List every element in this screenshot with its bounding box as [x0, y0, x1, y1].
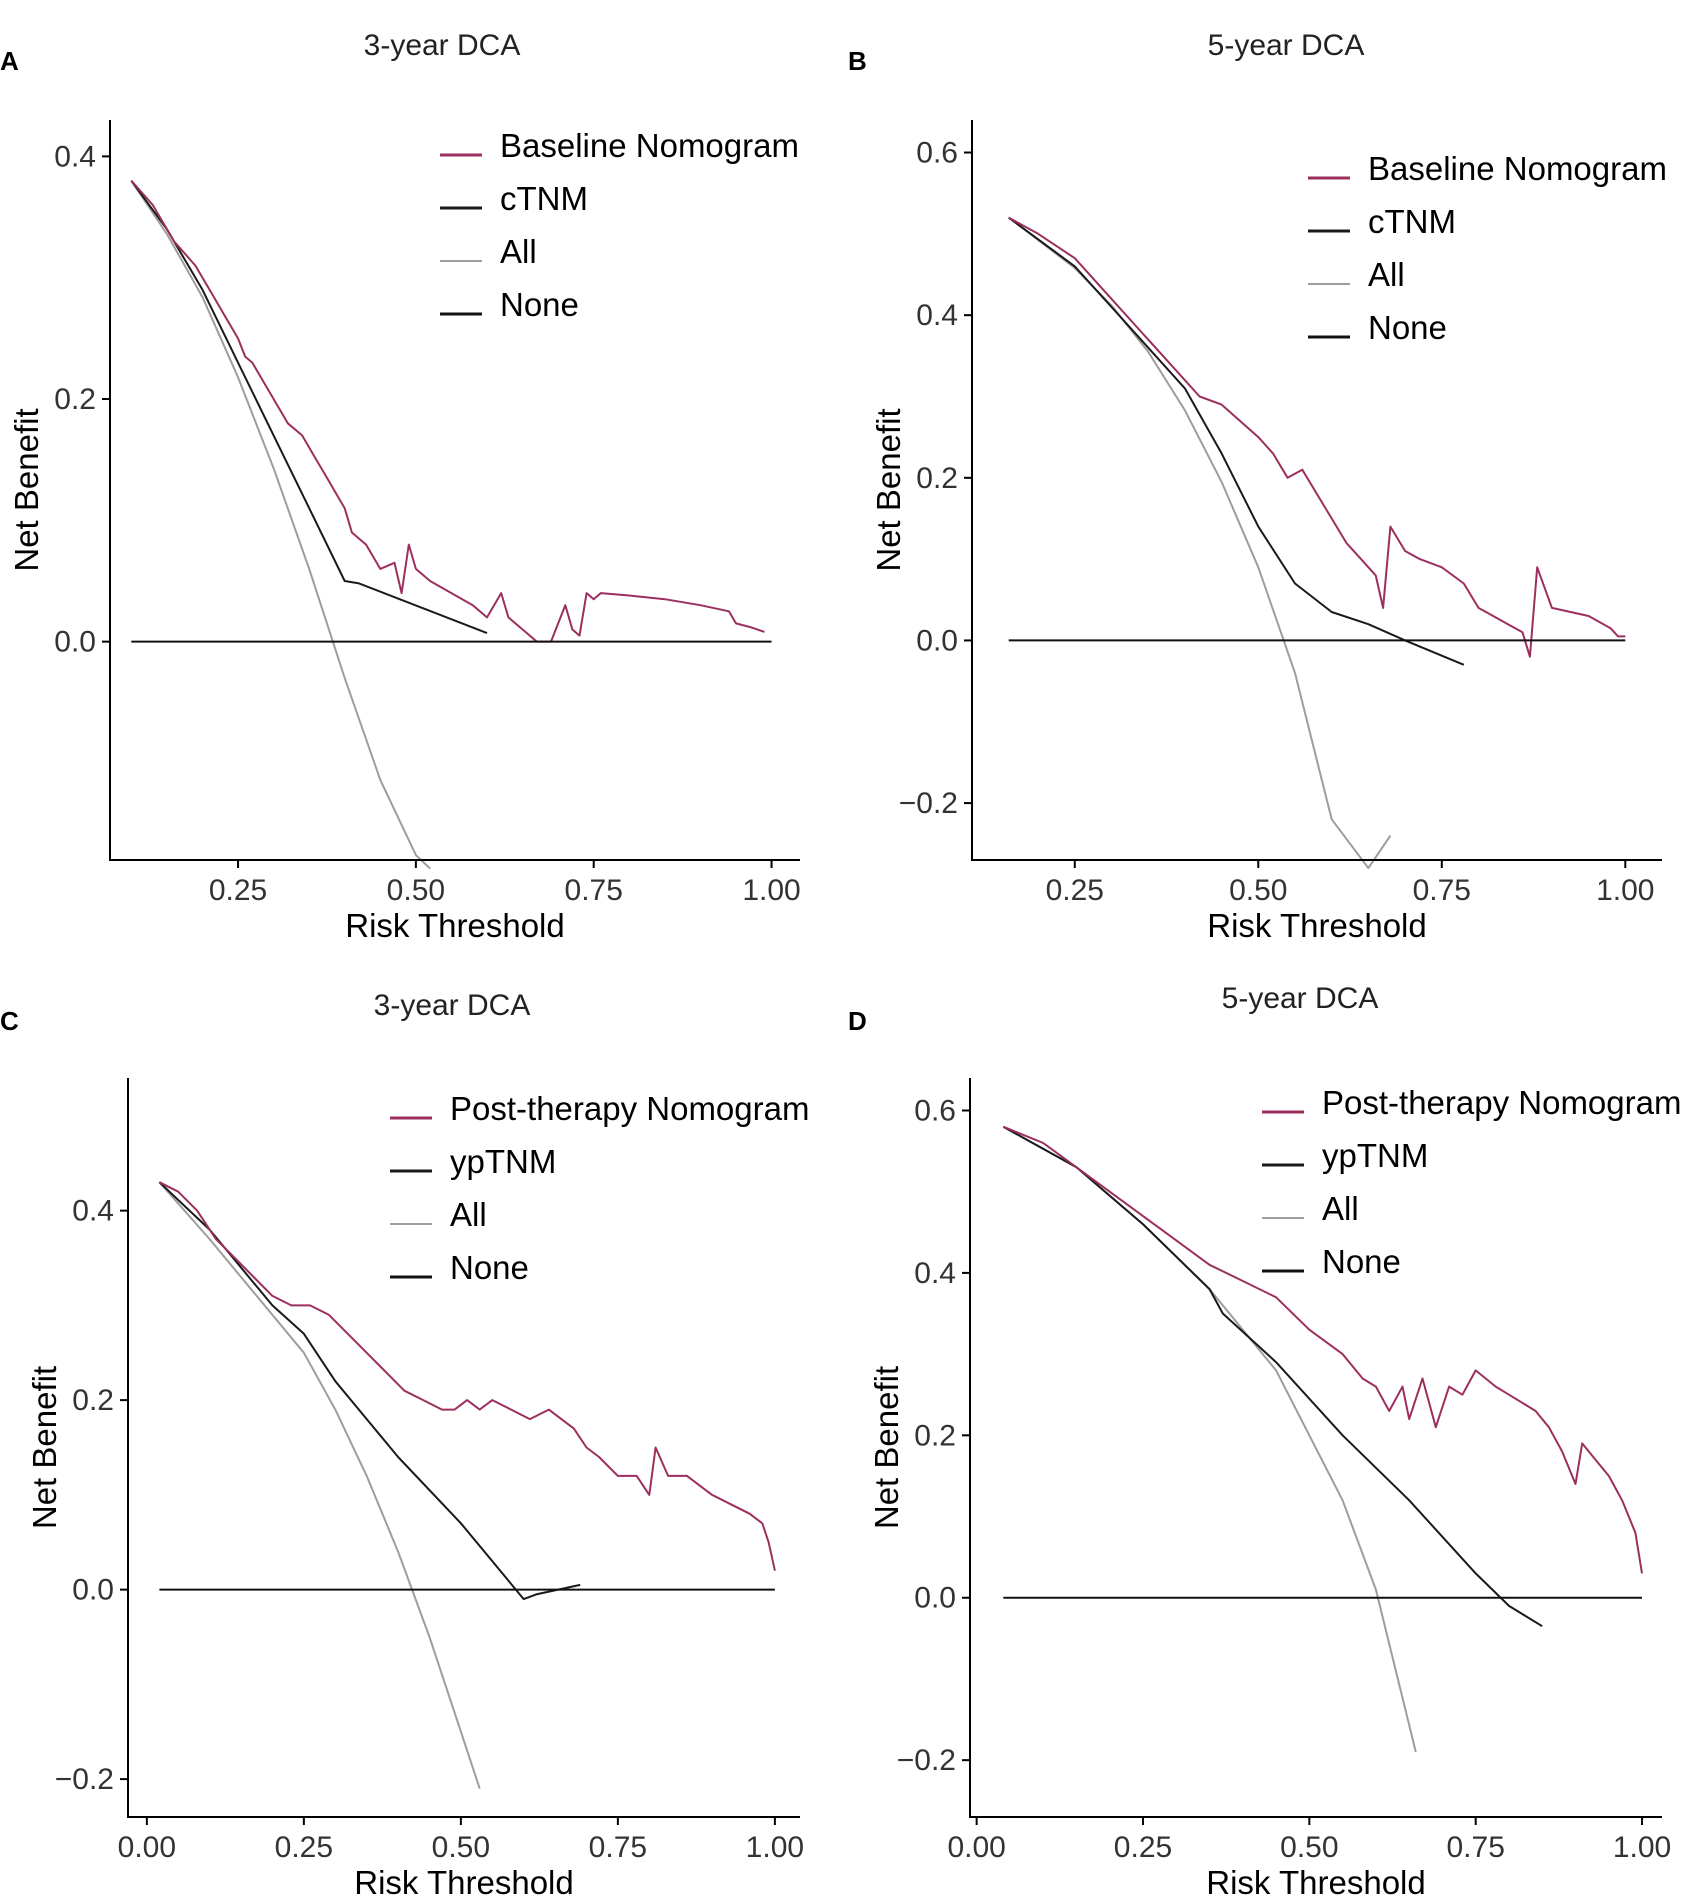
y-tick-label: −0.2 — [897, 1744, 956, 1777]
legend-label: cTNM — [1368, 203, 1456, 240]
legend-label: All — [1368, 256, 1405, 293]
y-axis-title: Net Benefit — [870, 408, 907, 571]
x-tick-label: 1.00 — [1613, 1831, 1671, 1864]
y-tick-label: 0.2 — [54, 383, 96, 416]
x-tick-label: 0.25 — [209, 874, 267, 907]
y-tick-label: −0.2 — [55, 1763, 114, 1796]
y-tick-label: 0.4 — [916, 299, 958, 332]
y-tick-label: −0.2 — [899, 787, 958, 820]
y-tick-label: 0.6 — [914, 1094, 956, 1127]
legend-label: Post-therapy Nomogram — [450, 1090, 809, 1127]
x-axis-title: Risk Threshold — [354, 1864, 573, 1899]
x-axis-title: Risk Threshold — [345, 907, 564, 944]
y-tick-label: 0.4 — [72, 1195, 114, 1228]
series-line-yptnm — [1002, 1125, 1543, 1628]
chart-title: 3-year DCA — [374, 989, 531, 1022]
legend-label: None — [500, 286, 579, 323]
legend-label: Baseline Nomogram — [1368, 150, 1667, 187]
x-axis-title: Risk Threshold — [1206, 1864, 1425, 1899]
x-tick-label: 0.50 — [432, 1831, 490, 1864]
chart-title: 3-year DCA — [364, 29, 521, 62]
x-tick-label: 0.50 — [1280, 1831, 1338, 1864]
legend-label: ypTNM — [450, 1143, 556, 1180]
panel-letter: A — [0, 46, 19, 76]
series-line-ctnm — [130, 180, 488, 635]
series-line-all — [158, 1181, 481, 1789]
x-tick-label: 0.25 — [275, 1831, 333, 1864]
y-tick-label: 0.2 — [72, 1384, 114, 1417]
panel-d: D 5-year DCA −0.2 0.0 0.2 0.4 0.6 0.00 0.25 0.50 0… — [848, 982, 1681, 1899]
x-tick-label: 1.00 — [1596, 874, 1654, 907]
x-tick-label: 0.25 — [1114, 1831, 1172, 1864]
x-tick-label: 0.75 — [1413, 874, 1471, 907]
y-tick-label: 0.4 — [914, 1257, 956, 1290]
y-tick-label: 0.0 — [916, 624, 958, 657]
panel-a: A 3-year DCA 0.0 0.2 0.4 0.25 0.50 0.75 1.00 Risk… — [0, 29, 801, 944]
panel-letter: D — [848, 1006, 867, 1036]
series-line-all — [130, 180, 431, 870]
chart-title: 5-year DCA — [1208, 29, 1365, 62]
y-tick-label: 0.0 — [914, 1582, 956, 1615]
legend-label: Baseline Nomogram — [500, 127, 799, 164]
panel-c: C 3-year DCA −0.2 0.0 0.2 0.4 0.00 0.25 0.50 0.75… — [0, 989, 809, 1899]
series-line-baseline-nomogram — [1008, 216, 1626, 658]
legend-label: None — [1368, 309, 1447, 346]
legend-label: All — [500, 233, 537, 270]
y-tick-label: 0.0 — [54, 626, 96, 659]
x-tick-label: 1.00 — [746, 1831, 804, 1864]
panel-letter: B — [848, 46, 867, 76]
series-line-yptnm — [158, 1181, 581, 1601]
x-tick-label: 0.50 — [387, 874, 445, 907]
y-axis-title: Net Benefit — [8, 408, 45, 571]
x-tick-label: 0.75 — [589, 1831, 647, 1864]
legend-label: None — [1322, 1243, 1401, 1280]
y-tick-label: 0.6 — [916, 137, 958, 170]
x-tick-label: 0.75 — [565, 874, 623, 907]
series-line-post-therapy-nomogram — [158, 1181, 776, 1571]
y-tick-label: 0.0 — [72, 1574, 114, 1607]
panel-b: B 5-year DCA −0.2 0.0 0.2 0.4 0.6 0.25 0.50 0.75 1… — [848, 29, 1667, 944]
panel-letter: C — [0, 1006, 19, 1036]
series-line-baseline-nomogram — [130, 180, 765, 643]
x-tick-label: 0.00 — [947, 1831, 1005, 1864]
chart-title: 5-year DCA — [1222, 982, 1379, 1015]
legend-label: ypTNM — [1322, 1137, 1428, 1174]
y-tick-label: 0.2 — [916, 462, 958, 495]
series-line-post-therapy-nomogram — [1002, 1125, 1643, 1574]
legend-label: cTNM — [500, 180, 588, 217]
x-tick-label: 0.00 — [118, 1831, 176, 1864]
x-tick-label: 0.50 — [1229, 874, 1287, 907]
series-line-all — [1008, 216, 1392, 870]
y-tick-label: 0.2 — [914, 1419, 956, 1452]
x-tick-label: 0.25 — [1046, 874, 1104, 907]
y-axis-title: Net Benefit — [26, 1366, 63, 1529]
x-tick-label: 0.75 — [1446, 1831, 1504, 1864]
legend-label: All — [1322, 1190, 1359, 1227]
legend-label: None — [450, 1249, 529, 1286]
series-line-ctnm — [1008, 216, 1465, 666]
legend-label: Post-therapy Nomogram — [1322, 1084, 1681, 1121]
x-tick-label: 1.00 — [742, 874, 800, 907]
legend-label: All — [450, 1196, 487, 1233]
y-tick-label: 0.4 — [54, 140, 96, 173]
x-axis-title: Risk Threshold — [1207, 907, 1426, 944]
y-axis-title: Net Benefit — [868, 1366, 905, 1529]
